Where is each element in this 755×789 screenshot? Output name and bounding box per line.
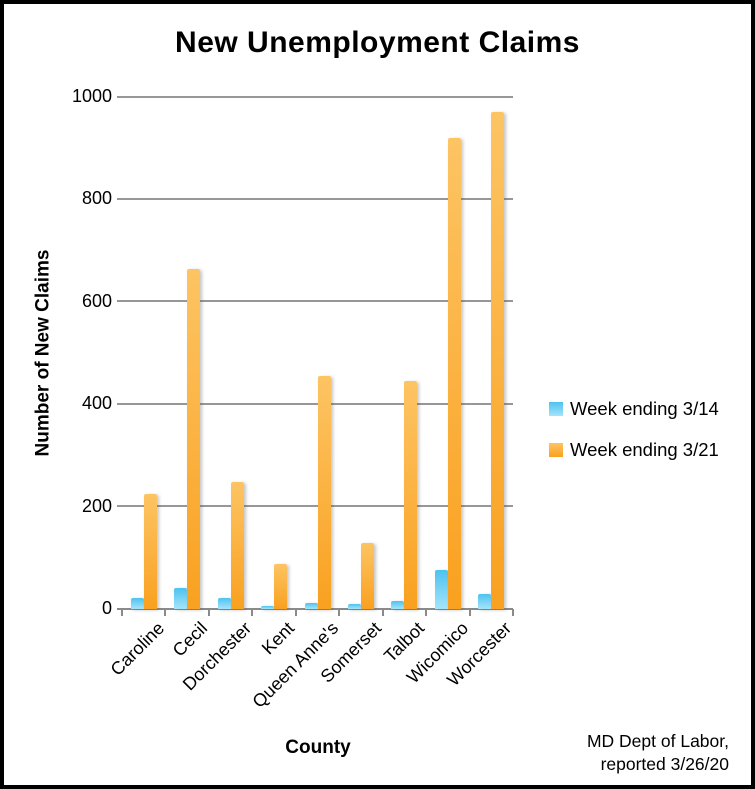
- y-tick-label-400: 400: [81, 393, 112, 414]
- x-axis-tick: [207, 609, 210, 616]
- chart-title: New Unemployment Claims: [175, 26, 580, 59]
- bar-week-ending-3-21-talbot: [404, 381, 418, 609]
- bar-week-ending-3-21-worcester: [491, 112, 505, 609]
- bar-week-ending-3-14-dorchester: [217, 597, 231, 609]
- x-axis-tick: [164, 609, 167, 616]
- y-tick-label-600: 600: [81, 290, 112, 311]
- gridline-800: [117, 197, 513, 200]
- legend-label-week-ending-3-21: Week ending 3/21: [570, 439, 719, 460]
- source-line-2: reported 3/26/20: [600, 754, 729, 774]
- source-line-1: MD Dept of Labor,: [586, 731, 729, 751]
- bar-week-ending-3-14-cecil: [174, 588, 188, 609]
- legend-label-week-ending-3-14: Week ending 3/14: [570, 398, 719, 419]
- legend-swatch-week-ending-3-14: [549, 402, 563, 416]
- bar-week-ending-3-14-wicomico: [434, 569, 448, 609]
- bar-week-ending-3-14-kent: [261, 606, 275, 609]
- gridline-200: [117, 505, 513, 508]
- legend-swatch-week-ending-3-21: [549, 443, 563, 457]
- x-axis-tick: [381, 609, 384, 616]
- x-axis-tick: [425, 609, 428, 616]
- x-axis-tick: [512, 609, 514, 616]
- bar-week-ending-3-14-queen-anne-s: [304, 603, 318, 609]
- bar-week-ending-3-21-queen-anne-s: [317, 376, 331, 609]
- bar-week-ending-3-21-cecil: [187, 268, 201, 609]
- bar-week-ending-3-21-somerset: [360, 543, 374, 609]
- y-tick-label-1000: 1000: [71, 86, 112, 106]
- x-axis-tick: [251, 609, 254, 616]
- y-tick-label-200: 200: [81, 495, 112, 516]
- gridline-400: [117, 402, 513, 405]
- legend: Week ending 3/14 Week ending 3/21: [549, 398, 719, 480]
- x-axis-tick: [121, 609, 123, 616]
- bar-week-ending-3-14-somerset: [347, 603, 361, 609]
- gridline-1000: [117, 95, 513, 98]
- x-axis-tick: [338, 609, 341, 616]
- x-axis-tick: [294, 609, 297, 616]
- plot-area: [117, 95, 514, 616]
- y-axis-title: Number of New Claims: [20, 97, 66, 609]
- bar-week-ending-3-14-talbot: [391, 601, 405, 609]
- gridline-600: [117, 300, 513, 303]
- bar-week-ending-3-14-caroline: [130, 597, 144, 609]
- bar-week-ending-3-21-kent: [274, 563, 288, 609]
- bar-week-ending-3-21-wicomico: [447, 137, 461, 609]
- bar-week-ending-3-14-worcester: [478, 593, 492, 609]
- source-attribution: MD Dept of Labor, reported 3/26/20: [587, 730, 729, 776]
- y-tick-label-800: 800: [81, 188, 112, 209]
- bar-week-ending-3-21-caroline: [143, 493, 157, 609]
- x-axis-tick: [468, 609, 471, 616]
- bar-week-ending-3-21-dorchester: [230, 482, 244, 609]
- x-axis-title: County: [285, 737, 351, 758]
- y-axis-title-text: Number of New Claims: [32, 249, 53, 457]
- legend-item-week-ending-3-21: Week ending 3/21: [549, 439, 719, 461]
- y-tick-label-0: 0: [101, 598, 112, 618]
- legend-item-week-ending-3-14: Week ending 3/14: [549, 398, 719, 420]
